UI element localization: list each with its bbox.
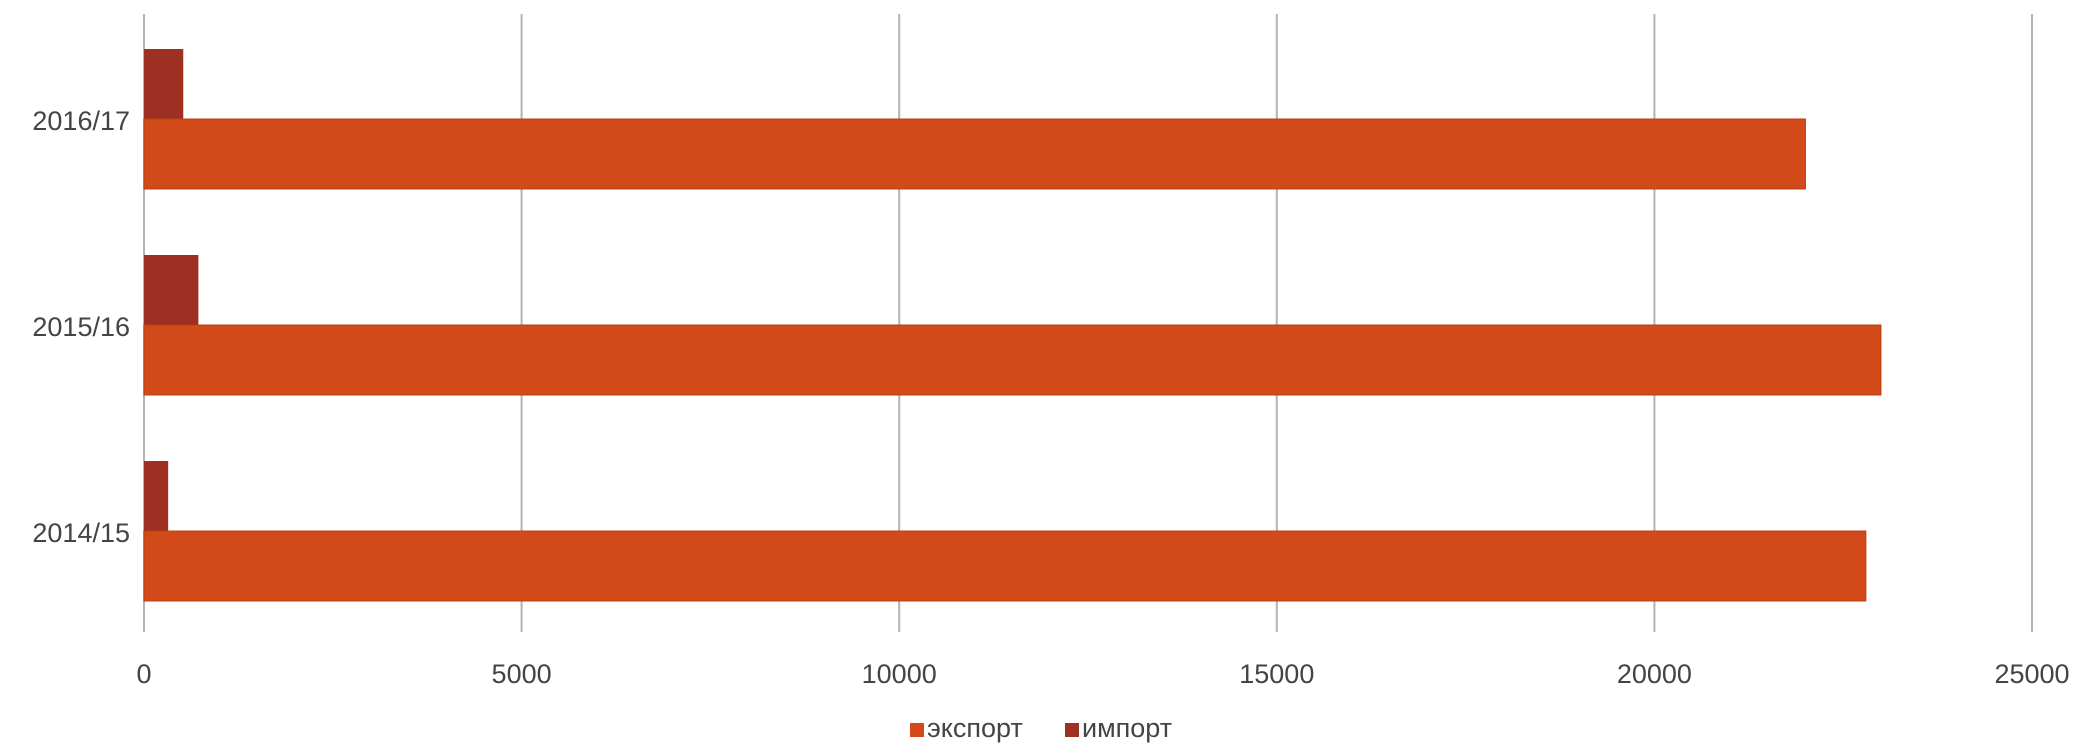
category-label: 2015/16 — [32, 312, 130, 342]
x-tick-label: 15000 — [1239, 659, 1314, 689]
legend-label: импорт — [1082, 713, 1172, 743]
bar-export — [143, 118, 1806, 190]
bar-export — [143, 324, 1882, 396]
bar-import — [144, 49, 184, 119]
bar-import — [144, 461, 169, 531]
legend-label: экспорт — [927, 713, 1023, 743]
x-tick-label: 20000 — [1617, 659, 1692, 689]
x-tick-label: 10000 — [862, 659, 937, 689]
x-tick-label: 0 — [136, 659, 151, 689]
legend-swatch — [910, 723, 924, 737]
category-label: 2014/15 — [32, 518, 130, 548]
x-tick-label: 25000 — [1994, 659, 2069, 689]
x-tick-label: 5000 — [492, 659, 552, 689]
x-axis-tick-labels: 0 5000 10000 15000 20000 25000 — [136, 659, 2069, 689]
bar-import — [144, 255, 199, 325]
category-label: 2016/17 — [32, 106, 130, 136]
bars — [143, 49, 1882, 602]
bar-export — [143, 530, 1867, 602]
legend-swatch — [1065, 723, 1079, 737]
category-labels: 2016/17 2015/16 2014/15 — [32, 106, 130, 548]
legend: экспорт импорт — [910, 713, 1172, 743]
